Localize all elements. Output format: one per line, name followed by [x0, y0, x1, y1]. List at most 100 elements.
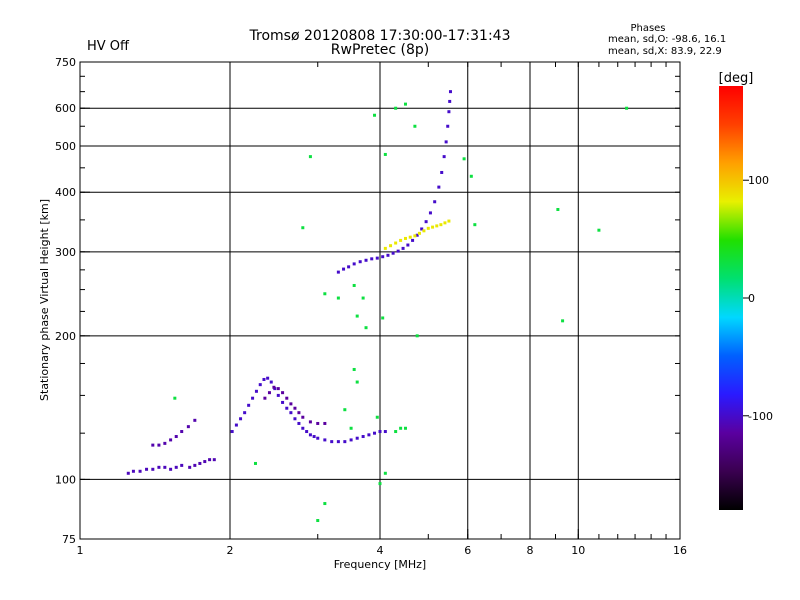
data-point [399, 238, 403, 242]
data-point [267, 391, 271, 395]
data-point [411, 238, 415, 242]
data-point [426, 226, 430, 230]
data-point [349, 438, 353, 442]
data-point [336, 440, 340, 444]
data-point [308, 420, 312, 424]
data-point [447, 110, 451, 114]
data-point [383, 430, 387, 434]
data-point [597, 228, 601, 232]
colorbar-unit-label: [deg] [719, 71, 754, 86]
data-point [383, 246, 387, 250]
x-tick-label: 16 [673, 544, 687, 557]
data-point [186, 425, 190, 429]
colorbar-tick-label: 100 [748, 174, 769, 187]
data-point [352, 283, 356, 287]
data-point [413, 124, 417, 128]
y-axis-label: Stationary phase Virtual Height [km] [38, 199, 51, 401]
data-point [401, 246, 405, 250]
data-point [446, 124, 450, 128]
data-point [212, 458, 216, 462]
data-point [293, 406, 297, 410]
data-point [253, 461, 257, 465]
data-point [126, 471, 130, 475]
x-tick-label: 1 [77, 544, 84, 557]
x-tick-label: 6 [464, 544, 471, 557]
data-point [352, 367, 356, 371]
colorbar-ticks: 100 0 -100 [743, 174, 773, 423]
data-point [312, 435, 316, 439]
data-point [403, 236, 407, 240]
data-point [424, 220, 428, 224]
data-point [289, 411, 293, 415]
data-point [437, 185, 441, 189]
data-point [389, 244, 393, 248]
data-point [174, 465, 178, 469]
data-point [169, 467, 173, 471]
data-point [151, 443, 155, 447]
data-point [316, 421, 320, 425]
data-point [180, 430, 184, 434]
data-point [417, 231, 421, 235]
data-point [364, 326, 368, 330]
data-point [386, 253, 390, 257]
data-point [131, 469, 135, 473]
colorbar-tick-label: -100 [748, 410, 773, 423]
x-axis-label: Frequency [MHz] [334, 558, 426, 571]
data-point [406, 243, 410, 247]
data-point [396, 249, 400, 253]
chart-title: Tromsø 20120808 17:30:00-17:31:43 [249, 28, 511, 44]
data-point [433, 200, 437, 204]
data-point [272, 385, 276, 389]
data-point [408, 235, 412, 239]
data-point [556, 207, 560, 211]
data-point [383, 152, 387, 156]
data-point [301, 415, 305, 419]
data-point [193, 463, 197, 467]
colorbar [719, 86, 743, 510]
data-point [355, 314, 359, 318]
data-point [305, 430, 309, 434]
data-point [347, 265, 351, 269]
data-point [469, 174, 473, 178]
data-point [394, 106, 398, 110]
data-point [163, 441, 167, 445]
data-point [415, 233, 419, 237]
data-point [208, 458, 212, 462]
data-point [561, 319, 565, 323]
data-point [323, 292, 327, 296]
data-point [373, 113, 377, 117]
data-point [462, 157, 466, 161]
data-point [174, 435, 178, 439]
data-point [262, 377, 266, 381]
y-tick-label: 400 [55, 186, 76, 199]
data-point [138, 469, 142, 473]
data-point [323, 502, 327, 506]
data-point [323, 438, 327, 442]
data-point [234, 423, 238, 427]
data-point [145, 467, 149, 471]
x-tick-label: 4 [377, 544, 384, 557]
data-point [439, 223, 443, 227]
data-point [243, 411, 247, 415]
data-point [375, 256, 379, 260]
data-point [239, 417, 243, 421]
data-point [276, 387, 280, 391]
data-point [297, 421, 301, 425]
data-point [193, 418, 197, 422]
data-points [126, 90, 629, 523]
data-point [293, 417, 297, 421]
data-point [420, 227, 424, 231]
y-tick-label: 500 [55, 140, 76, 153]
data-point [251, 396, 255, 400]
data-point [316, 436, 320, 440]
data-point [169, 438, 173, 442]
data-point [342, 267, 346, 271]
data-point [440, 170, 444, 174]
data-point [373, 431, 377, 435]
data-point [431, 225, 435, 229]
data-point [308, 433, 312, 437]
data-point [415, 334, 419, 338]
y-tick-label: 600 [55, 102, 76, 115]
data-point [448, 90, 452, 94]
data-point [448, 99, 452, 103]
